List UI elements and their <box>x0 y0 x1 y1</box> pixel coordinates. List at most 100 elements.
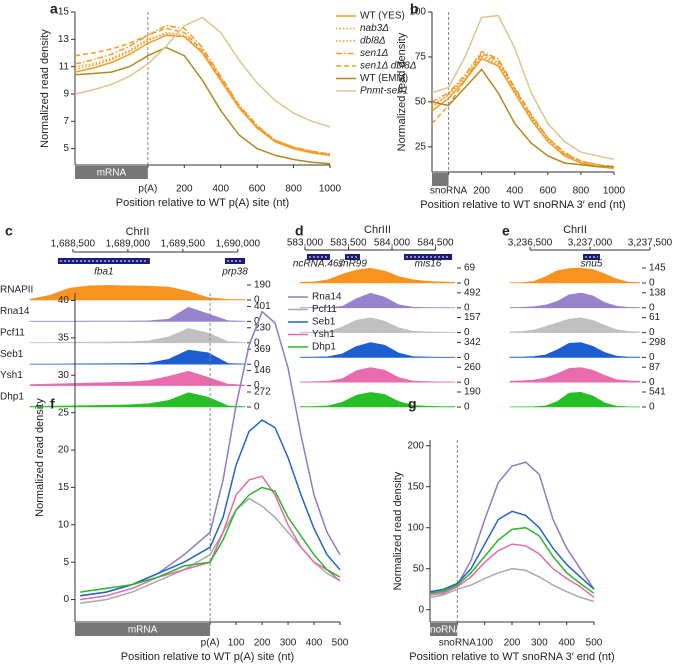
region-bar <box>75 623 211 636</box>
y-tick-label: 298 <box>649 337 666 348</box>
x-tick-label: 200 <box>473 186 490 197</box>
gene-name: snR99 <box>338 259 367 270</box>
y-tick-label: 100 <box>409 7 426 18</box>
series-line <box>429 567 595 603</box>
y-tick-label: 0 <box>254 402 260 413</box>
y-tick-label: 230 <box>254 322 271 333</box>
y-tick-label: 69 <box>464 263 476 274</box>
panel-letter: d <box>295 223 304 239</box>
y-tick-label: 272 <box>254 387 271 398</box>
series-line <box>74 33 331 157</box>
y-tick-label: 50 <box>415 97 427 108</box>
series-line <box>80 486 341 593</box>
coverage-track <box>29 328 246 344</box>
legend-label: Pnmt-seb1 <box>360 86 408 97</box>
y-tick-label: 0 <box>649 377 655 388</box>
y-tick-label: 541 <box>649 387 666 398</box>
x-tick-label: 584,000 <box>374 238 411 249</box>
legend-label: Dhp1 <box>312 342 336 353</box>
coverage-track <box>29 392 246 408</box>
y-tick-label: 25 <box>58 407 70 418</box>
y-tick-label: 146 <box>254 365 271 376</box>
y-tick-label: 0 <box>464 377 470 388</box>
x-tick-label: 583,000 <box>287 238 324 249</box>
region-bar <box>432 173 449 186</box>
y-tick-label: 15 <box>58 482 70 493</box>
region-bar <box>75 166 148 179</box>
x-tick-label: 584,500 <box>417 238 454 249</box>
gene <box>57 258 150 264</box>
region-label: mRNA <box>128 625 158 636</box>
y-tick-label: 0 <box>464 278 470 289</box>
coverage-track <box>29 285 246 301</box>
panel-letter: e <box>502 223 510 239</box>
x-axis-label: Position relative to WT p(A) site (nt) <box>116 197 289 209</box>
coverage-track <box>299 392 456 408</box>
y-tick-label: 87 <box>649 362 661 373</box>
series-line <box>431 55 615 168</box>
y-tick-label: 200 <box>407 440 424 451</box>
y-tick-label: 190 <box>254 280 271 291</box>
x-tick-label: 3,237,000 <box>568 238 613 249</box>
legend-label: WT (EMM) <box>360 73 408 84</box>
y-tick-label: 50 <box>413 563 425 574</box>
series-line <box>431 14 615 161</box>
y-tick-label: 7 <box>63 116 69 127</box>
x-tick-label: 200 <box>254 638 271 649</box>
y-tick-label: 11 <box>59 61 70 72</box>
y-tick-label: 13 <box>58 34 70 45</box>
series-line <box>431 52 615 168</box>
track-label: Seb1 <box>0 349 24 360</box>
x-tick-label: 1,690,000 <box>216 239 261 250</box>
y-tick-label: 0 <box>464 327 470 338</box>
y-tick-label: 0 <box>649 352 655 363</box>
panel-letter: b <box>410 1 419 17</box>
x-tick-label: 400 <box>506 186 523 197</box>
panel-letter: a <box>50 1 58 17</box>
gene-name: mis16 <box>415 259 442 270</box>
track-label: Dhp1 <box>0 392 24 403</box>
gene <box>583 254 600 260</box>
y-tick-label: 75 <box>415 52 427 63</box>
legend-label: Seb1 <box>312 317 336 328</box>
series-line <box>74 46 331 165</box>
gene <box>404 254 453 260</box>
y-tick-label: 157 <box>464 312 481 323</box>
gene-name: prp38 <box>221 267 248 278</box>
gene-name: ncRNA.467 <box>293 259 345 270</box>
x-tick-label: 400 <box>212 184 229 195</box>
x-tick-label: snoRNA <box>439 638 477 649</box>
y-tick-label: 150 <box>407 481 424 492</box>
y-tick-label: 0 <box>649 302 655 313</box>
track-label: RNAPII <box>0 285 33 296</box>
y-tick-label: 0 <box>464 402 470 413</box>
y-tick-label: 0 <box>63 594 69 605</box>
series-line <box>431 68 614 168</box>
region-label: snoRNA <box>425 625 463 636</box>
coverage-track <box>509 317 641 333</box>
panel-letter: g <box>408 396 417 412</box>
y-tick-label: 35 <box>58 333 70 344</box>
x-tick-label: 400 <box>558 638 575 649</box>
y-tick-label: 5 <box>63 143 69 154</box>
coverage-track <box>29 370 246 386</box>
x-tick-label: 1,688,500 <box>51 239 96 250</box>
y-tick-label: 40 <box>58 295 70 306</box>
series-line <box>80 419 341 597</box>
x-tick-label: p(A) <box>138 184 157 195</box>
y-tick-label: 15 <box>58 7 70 18</box>
series-line <box>74 27 331 155</box>
y-tick-label: 10 <box>58 519 70 530</box>
coverage-track <box>509 267 641 284</box>
x-tick-label: p(A) <box>201 638 220 649</box>
region-bar <box>430 623 458 636</box>
coverage-track <box>299 292 456 309</box>
legend-label: Pcf11 <box>312 304 337 315</box>
chromosome-label: ChrII <box>126 226 150 238</box>
x-tick-label: 200 <box>176 184 193 195</box>
y-tick-label: 492 <box>464 287 481 298</box>
y-tick-label: 0 <box>464 302 470 313</box>
x-tick-label: 1,689,500 <box>161 239 206 250</box>
x-tick-label: 3,237,500 <box>628 238 673 249</box>
